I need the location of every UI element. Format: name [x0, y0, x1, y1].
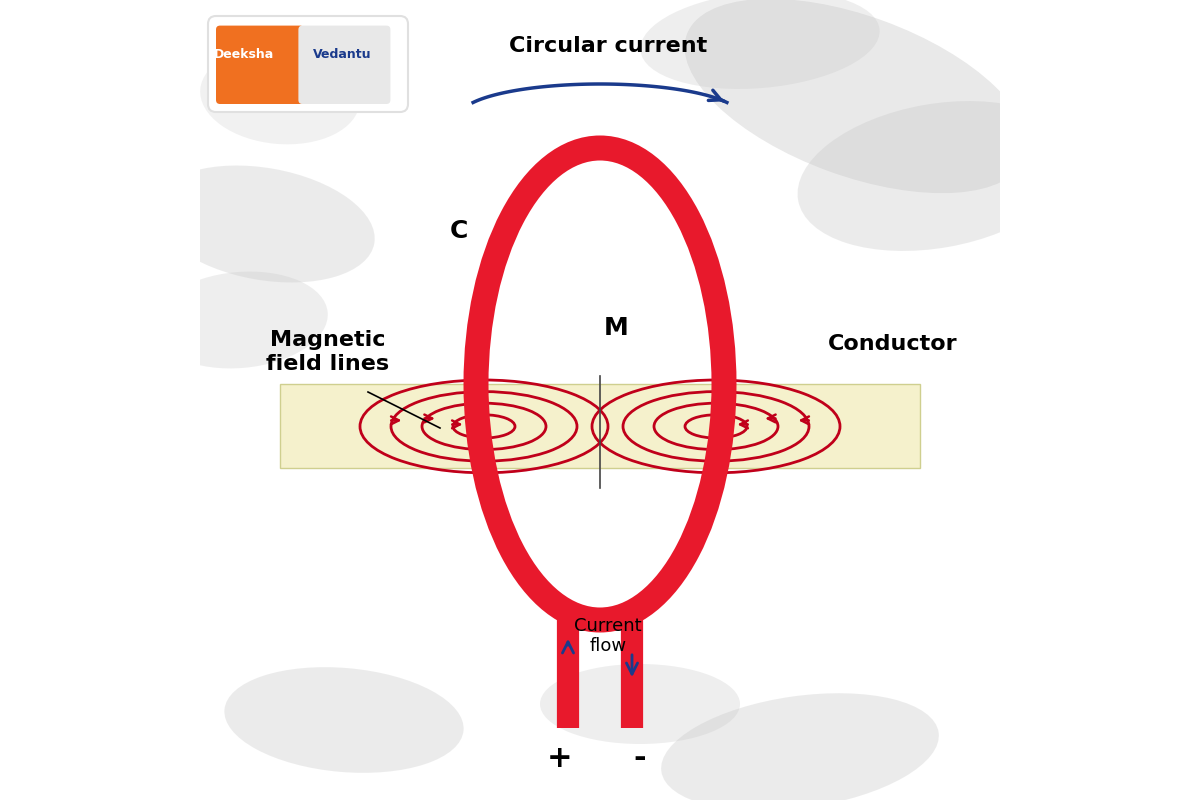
Text: +: +	[547, 744, 572, 773]
Ellipse shape	[685, 0, 1027, 193]
Text: M: M	[604, 316, 629, 340]
FancyBboxPatch shape	[208, 16, 408, 112]
Text: Current
flow: Current flow	[574, 617, 642, 655]
Polygon shape	[280, 384, 920, 468]
Ellipse shape	[798, 101, 1074, 251]
Text: Magnetic
field lines: Magnetic field lines	[266, 330, 390, 374]
FancyBboxPatch shape	[299, 26, 390, 104]
Ellipse shape	[152, 271, 328, 369]
Text: Conductor: Conductor	[828, 334, 958, 354]
Text: C: C	[450, 218, 468, 242]
Ellipse shape	[154, 166, 374, 282]
Text: Deeksha: Deeksha	[214, 48, 274, 61]
Ellipse shape	[641, 0, 880, 89]
Text: -: -	[634, 744, 647, 773]
Text: Circular current: Circular current	[509, 36, 707, 56]
Ellipse shape	[224, 667, 463, 773]
FancyBboxPatch shape	[216, 26, 304, 104]
Ellipse shape	[661, 694, 938, 800]
Ellipse shape	[540, 664, 740, 744]
Text: Vedantu: Vedantu	[313, 48, 372, 61]
Ellipse shape	[200, 48, 360, 144]
